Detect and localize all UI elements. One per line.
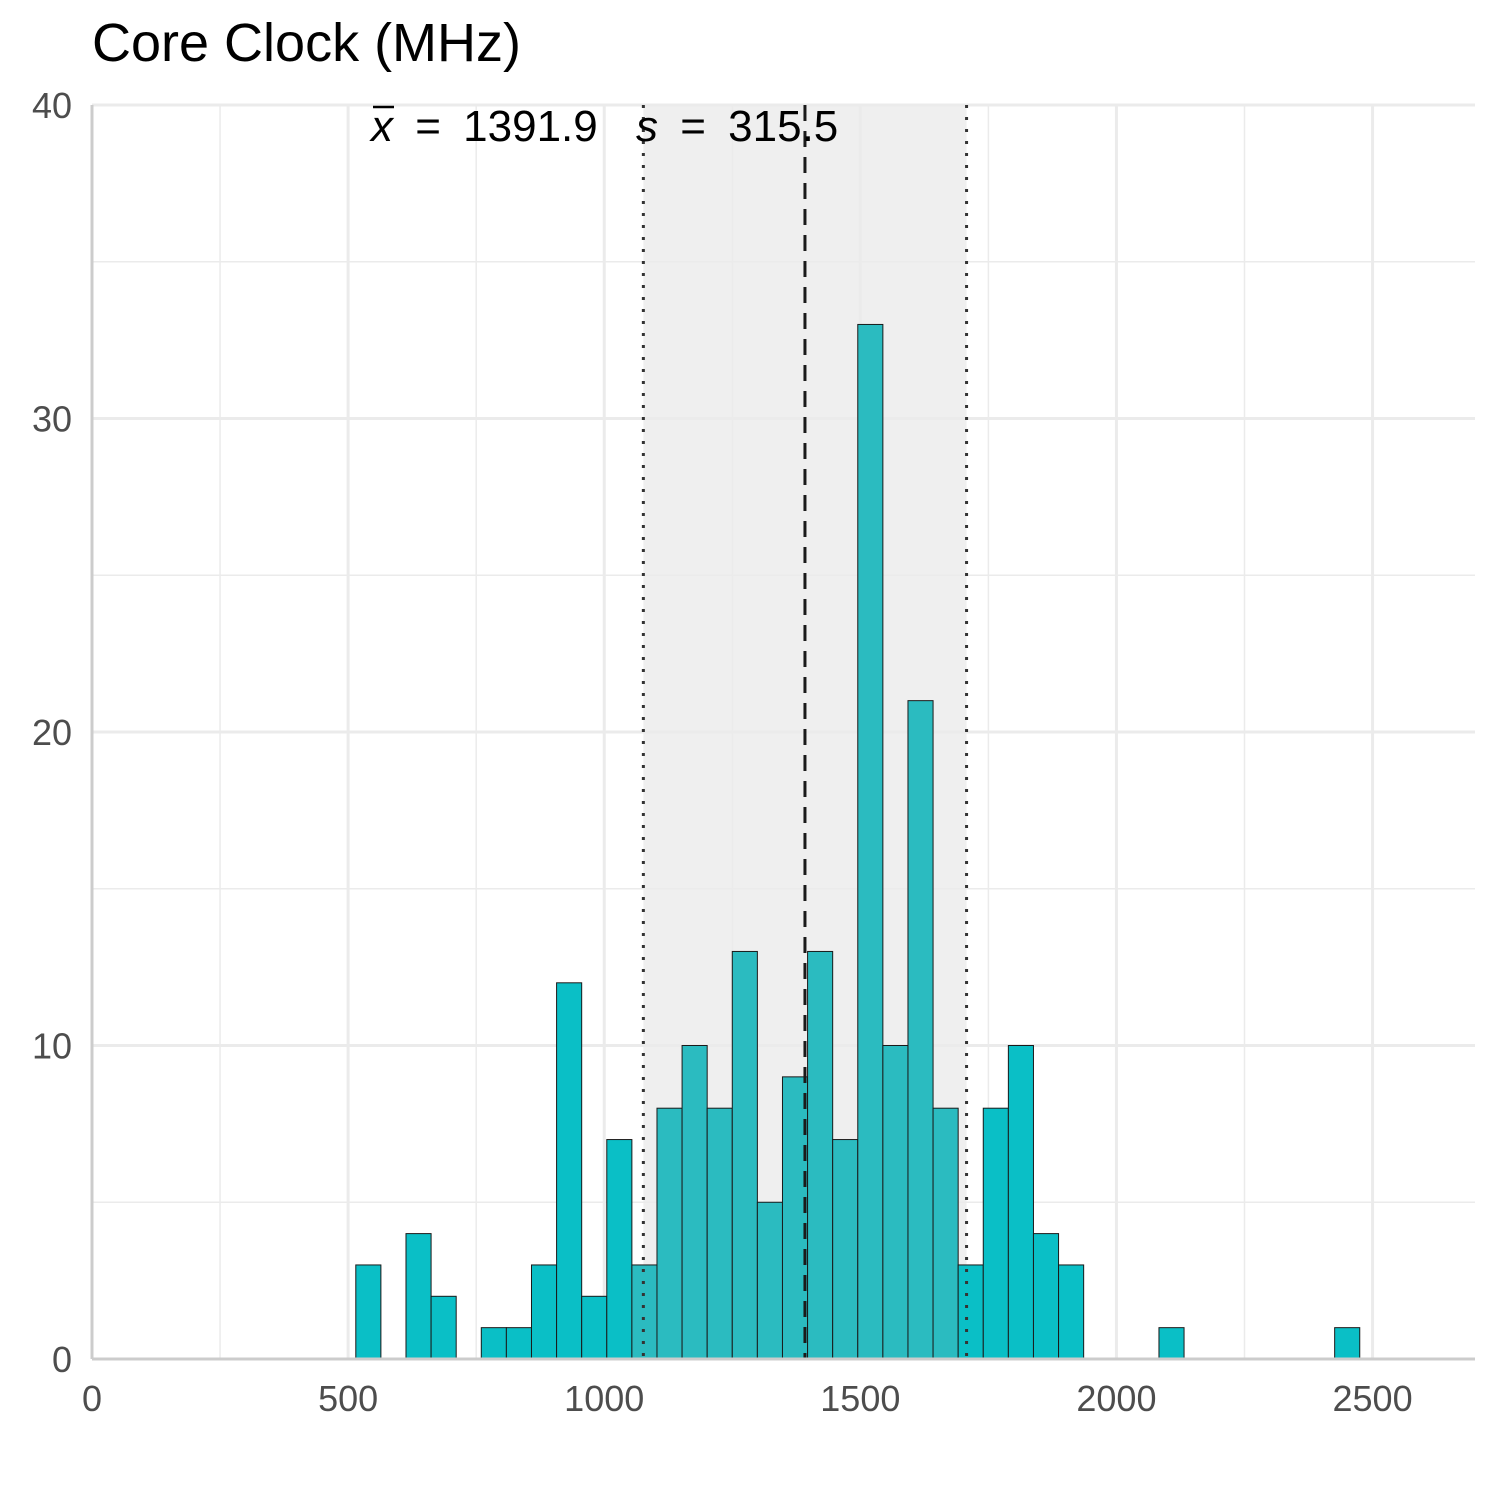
stats-annotation: x = 1391.9 s = 315.5 xyxy=(369,102,838,151)
histogram-bar xyxy=(932,1107,959,1360)
histogram-bar xyxy=(882,1045,909,1360)
histogram-bar xyxy=(556,982,583,1360)
axes-layer xyxy=(90,105,1475,1361)
histogram-bar xyxy=(355,1264,382,1360)
x-tick-label: 500 xyxy=(318,1378,378,1419)
histogram-bar xyxy=(530,1264,558,1360)
mean-value: 1391.9 xyxy=(463,102,598,151)
x-tick-label: 0 xyxy=(82,1378,102,1419)
histogram-bar xyxy=(706,1107,733,1360)
tick-labels-layer: 0 500 1000 1500 2000 2500 0 10 20 30 40 xyxy=(32,85,1413,1419)
histogram-bar xyxy=(1058,1264,1085,1360)
histogram-bar xyxy=(656,1107,683,1360)
reference-lines-layer xyxy=(641,105,969,1359)
histogram-bar xyxy=(581,1295,608,1360)
histogram-bar xyxy=(681,1045,708,1360)
sd-equals: = xyxy=(680,102,706,151)
y-tick-label: 0 xyxy=(52,1339,72,1380)
y-tick-label: 10 xyxy=(32,1026,72,1067)
y-tick-label: 40 xyxy=(32,85,72,126)
histogram-bar xyxy=(1158,1327,1185,1360)
histogram-bar xyxy=(1007,1045,1034,1360)
sd-value: 315.5 xyxy=(728,102,838,151)
x-tick-label: 1000 xyxy=(564,1378,644,1419)
x-tick-label: 2000 xyxy=(1076,1378,1156,1419)
histogram-bar xyxy=(631,1264,658,1360)
histogram-bar xyxy=(430,1295,457,1360)
histogram-bar xyxy=(405,1233,432,1360)
histogram-bar xyxy=(982,1107,1009,1360)
x-tick-label: 1500 xyxy=(820,1378,900,1419)
histogram-bar xyxy=(1032,1233,1060,1360)
mean-symbol: x xyxy=(369,102,395,151)
y-tick-label: 30 xyxy=(32,399,72,440)
histogram-bar xyxy=(731,950,758,1360)
histogram-bar xyxy=(505,1327,532,1360)
sd-symbol: s xyxy=(636,102,658,151)
histogram-bar xyxy=(832,1139,859,1360)
mean-equals: = xyxy=(415,102,441,151)
histogram-bar xyxy=(857,323,884,1360)
histogram-bar xyxy=(606,1139,633,1360)
histogram-bar xyxy=(907,700,934,1360)
histogram-bar xyxy=(957,1264,984,1360)
chart-title: Core Clock (MHz) xyxy=(92,13,522,73)
histogram-bar xyxy=(807,950,834,1360)
x-tick-label: 2500 xyxy=(1333,1378,1413,1419)
histogram-bar xyxy=(480,1327,507,1360)
y-tick-label: 20 xyxy=(32,712,72,753)
bars-layer xyxy=(355,323,1361,1360)
histogram-bar xyxy=(756,1201,783,1360)
histogram-bar xyxy=(1334,1327,1361,1360)
